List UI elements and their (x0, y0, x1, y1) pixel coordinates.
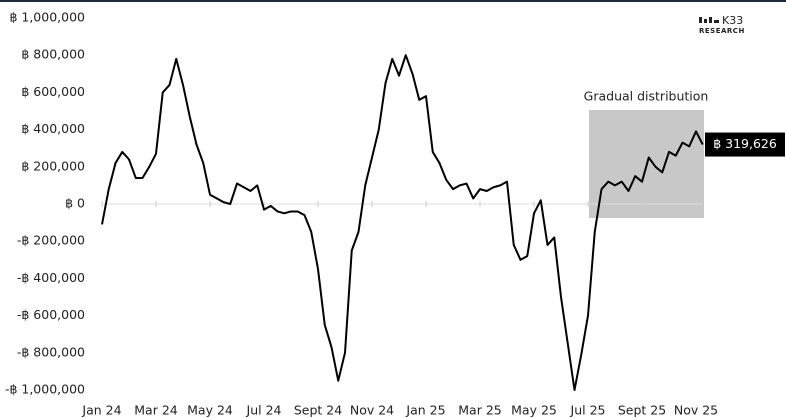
x-tick-label: Sept 25 (618, 403, 666, 418)
x-tick-label: May 24 (187, 403, 233, 418)
y-tick-label: ฿ 0 (65, 196, 85, 211)
y-tick-label: -฿ 600,000 (17, 307, 85, 322)
x-tick-label: Jan 24 (81, 403, 121, 418)
series-line (101, 54, 704, 391)
y-tick-label: ฿ 400,000 (21, 121, 85, 136)
y-tick-label: ฿ 600,000 (21, 84, 85, 99)
logo-mark: K33 (722, 14, 743, 27)
y-tick-label: ฿ 800,000 (21, 47, 85, 62)
x-tick-label: Jul 24 (246, 403, 282, 418)
x-tick-label: Jan 25 (405, 403, 445, 418)
value-label: ฿ 319,626 (713, 136, 777, 151)
x-tick-label: Mar 25 (458, 403, 501, 418)
x-tick-label: Sept 24 (294, 403, 342, 418)
x-tick-label: May 25 (511, 403, 557, 418)
logo-icon (709, 17, 712, 23)
y-tick-label: -฿ 800,000 (17, 344, 85, 359)
annotation: Gradual distribution (584, 89, 709, 104)
y-tick-label: -฿ 200,000 (17, 233, 85, 248)
x-tick-label: Nov 24 (350, 403, 394, 418)
x-tick-label: Nov 25 (674, 403, 718, 418)
x-tick-label: Mar 24 (134, 403, 178, 418)
logo-icon (699, 17, 702, 23)
y-tick-label: -฿ 1,000,000 (5, 382, 85, 397)
y-tick-label: ฿ 200,000 (21, 158, 85, 173)
logo-icon (714, 20, 719, 23)
x-tick-label: Jul 25 (570, 403, 606, 418)
y-tick-label: ฿ 1,000,000 (9, 10, 85, 25)
value-label-box (705, 132, 785, 157)
y-tick-label: -฿ 400,000 (17, 270, 85, 285)
logo: K33 RESEARCH (699, 14, 745, 35)
logo-text: RESEARCH (699, 27, 745, 35)
logo-icon (704, 19, 707, 23)
